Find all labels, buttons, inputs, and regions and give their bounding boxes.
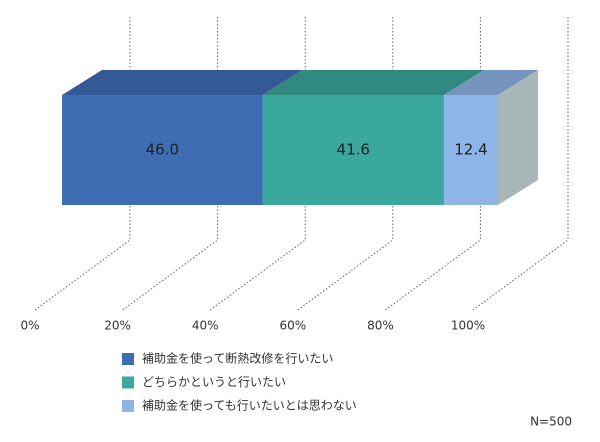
data-label: 12.4 — [454, 141, 487, 159]
legend-swatch — [122, 353, 134, 365]
legend-label: どちらかというと行いたい — [142, 375, 286, 389]
grid-line — [34, 15, 131, 311]
bar — [262, 95, 444, 205]
legend-label: 補助金を使っても行いたいとは思わない — [142, 398, 357, 413]
grid-line — [297, 15, 394, 311]
grid-line — [472, 15, 569, 311]
x-tick-label: 40% — [192, 319, 219, 333]
grid-line — [385, 15, 481, 311]
grid-line — [122, 15, 219, 311]
data-label: 46.0 — [146, 141, 179, 159]
legend-label: 補助金を使って断熱改修を行いたい — [142, 351, 333, 366]
data-label: 41.6 — [337, 141, 370, 159]
bar-top — [62, 70, 303, 95]
sample-size-note: N=500 — [530, 415, 572, 429]
bar-top — [262, 70, 484, 95]
grid-line — [209, 15, 306, 311]
x-tick-label: 60% — [279, 319, 306, 333]
x-tick-label: 80% — [367, 319, 394, 333]
bar-top — [443, 70, 538, 95]
x-tick-label: 0% — [20, 319, 39, 333]
bar — [62, 95, 263, 205]
bar-side — [498, 70, 538, 205]
x-tick-label: 20% — [104, 319, 131, 333]
legend-swatch — [122, 376, 134, 389]
x-tick-label: 100% — [451, 319, 485, 333]
bar — [443, 95, 498, 205]
legend-swatch — [122, 400, 134, 412]
